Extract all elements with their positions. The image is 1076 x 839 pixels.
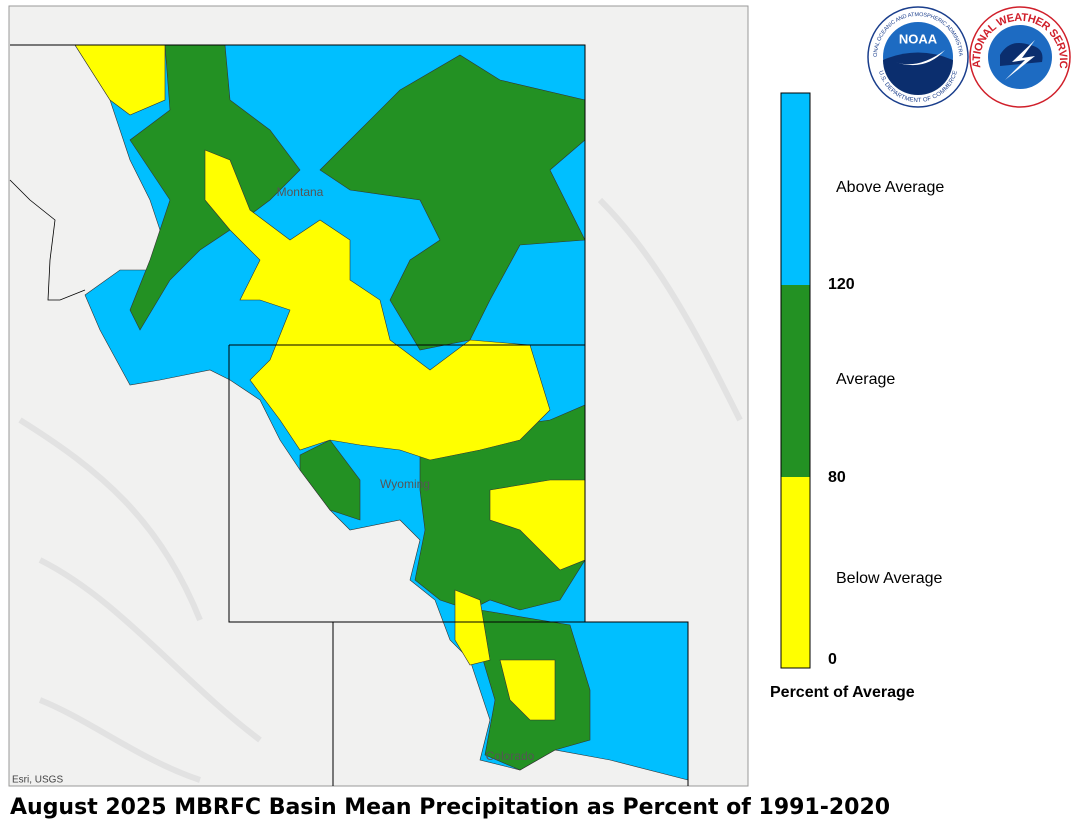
legend-swatch [781, 285, 810, 477]
state-label: Montana [277, 185, 324, 199]
legend: Above Average Average Below Average 120 … [770, 92, 944, 701]
legend-border [780, 92, 811, 669]
legend-break: 120 [828, 276, 855, 293]
basin-region [489, 479, 586, 571]
terrain [18, 197, 743, 783]
legend-break: 80 [828, 469, 846, 486]
legend-label: Average [836, 371, 895, 388]
legend-title: Percent of Average [770, 684, 915, 701]
state-label: Wyoming [380, 477, 430, 491]
page-title: August 2025 MBRFC Basin Mean Precipitati… [10, 795, 890, 820]
basin-region [454, 589, 491, 666]
basin-region [204, 149, 551, 461]
state-label: Colorado [486, 749, 535, 763]
legend-label: Above Average [836, 179, 944, 196]
attribution: Esri, USGS [12, 775, 63, 786]
basins [74, 44, 689, 781]
legend-label: Below Average [836, 570, 943, 587]
basin-region [499, 659, 556, 721]
legend-break: 0 [828, 651, 837, 668]
legend-swatch [781, 93, 810, 285]
legend-swatch [781, 477, 810, 668]
logo-text: NOAA [899, 31, 938, 46]
state-borders [9, 44, 689, 786]
